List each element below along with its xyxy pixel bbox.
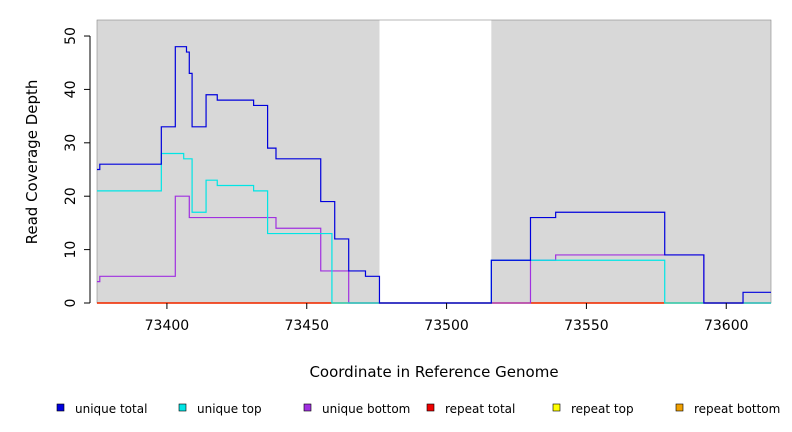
y-tick-label: 0 [63, 299, 79, 308]
x-tick-label: 73450 [284, 318, 329, 334]
x-axis-label: Coordinate in Reference Genome [309, 363, 558, 381]
legend-label-unique-total: unique total [75, 402, 147, 416]
series-line-unique-total [97, 46, 771, 304]
y-tick-label: 10 [63, 241, 79, 259]
legend-swatch-repeat-bottom [675, 403, 684, 412]
x-tick-label: 73400 [145, 318, 190, 334]
x-tick-label: 73600 [704, 318, 749, 334]
legend-swatch-repeat-top [552, 403, 561, 412]
x-tick-label: 73550 [564, 318, 609, 334]
legend-label-repeat-top: repeat top [571, 402, 634, 416]
legend: unique total unique top unique bottom repea… [56, 402, 780, 416]
legend-swatch-unique-bottom [303, 403, 312, 412]
series-line-unique-bottom [97, 195, 771, 304]
legend-label-unique-top: unique top [197, 402, 262, 416]
plot-background-left [97, 20, 380, 303]
legend-swatch-unique-total [56, 403, 65, 412]
legend-swatch-repeat-total [426, 403, 435, 412]
legend-label-unique-bottom: unique bottom [322, 402, 410, 416]
y-axis: 0 10 20 30 40 50 [63, 27, 91, 308]
plot-background-right [491, 20, 771, 303]
y-tick-label: 40 [63, 81, 79, 99]
y-tick-label: 30 [63, 134, 79, 152]
x-axis: 73400 73450 73500 73550 73600 [145, 303, 749, 334]
y-tick-label: 20 [63, 187, 79, 205]
series-layer [97, 46, 771, 304]
x-tick-label: 73500 [424, 318, 469, 334]
y-axis-label: Read Coverage Depth [23, 80, 41, 245]
legend-label-repeat-bottom: repeat bottom [694, 402, 780, 416]
legend-label-repeat-total: repeat total [445, 402, 515, 416]
y-tick-label: 50 [63, 27, 79, 45]
legend-swatch-unique-top [178, 403, 187, 412]
